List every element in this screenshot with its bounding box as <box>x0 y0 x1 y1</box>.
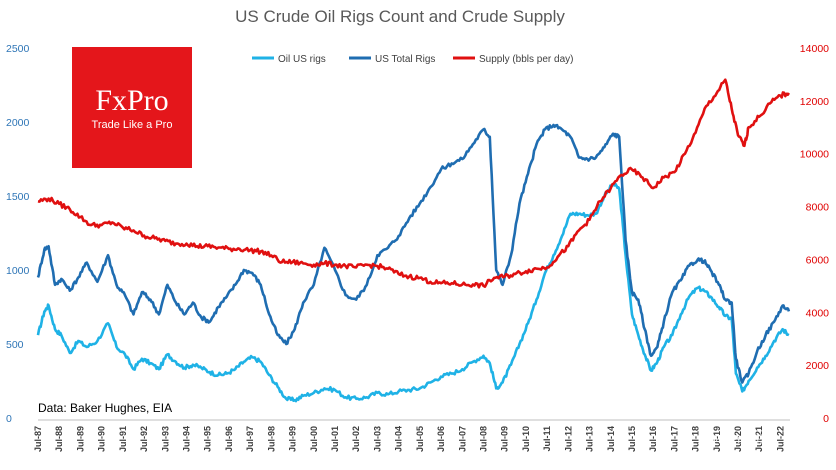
x-tick-label: Jul-16 <box>648 426 658 452</box>
x-tick-label: Jul-21 <box>754 426 764 452</box>
x-tick-label: Jul-93 <box>160 426 170 452</box>
x-tick-label: Jul-08 <box>478 426 488 452</box>
x-axis: Jul-87 Jul-88 Jul-89 Jul-90 Jul-91 Jul-92 Jul-… <box>33 419 790 452</box>
y-right-tick-label: 0 <box>823 413 829 425</box>
x-tick-label: Jul-87 <box>33 426 43 452</box>
logo-brand: FxPro <box>95 84 168 117</box>
x-tick-label: Jul-89 <box>75 426 85 452</box>
x-tick-label: Jul-14 <box>606 426 616 452</box>
x-tick-label: Jul-13 <box>585 426 595 452</box>
x-tick-label: Jul-11 <box>542 426 552 452</box>
x-tick-label: Jul-19 <box>712 426 722 452</box>
x-tick-label: Jul-04 <box>394 426 404 452</box>
y-right-tick-label: 8000 <box>806 202 830 214</box>
logo-background <box>72 47 192 168</box>
series-line-0 <box>36 182 790 403</box>
y-left-tick-label: 1000 <box>6 265 30 277</box>
x-tick-label: Jul-94 <box>181 426 191 452</box>
series-line-2 <box>37 78 790 289</box>
y-right-tick-label: 12000 <box>800 96 829 108</box>
y-axis-right: 0 2000 4000 6000 8000 10000 12000 14000 <box>800 43 829 425</box>
watermark: @FxPro浦汇 <box>707 433 770 446</box>
x-tick-label: Jul-18 <box>691 426 701 452</box>
x-tick-label: Jul-95 <box>203 426 213 452</box>
y-left-tick-label: 500 <box>6 339 24 351</box>
x-tick-label: Jul-97 <box>245 426 255 452</box>
x-tick-label: Jul-88 <box>54 426 64 452</box>
series-line-1 <box>36 123 791 384</box>
legend-label-oil-rigs: Oil US rigs <box>278 54 326 65</box>
legend: Oil US rigs US Total Rigs Supply (bbls p… <box>252 54 574 65</box>
y-right-tick-label: 10000 <box>800 149 829 161</box>
y-left-tick-label: 1500 <box>6 191 30 203</box>
x-tick-label: Jul-90 <box>97 426 107 452</box>
x-tick-label: Jul-05 <box>415 426 425 452</box>
fxpro-logo: FxPro Trade Like a Pro <box>72 47 192 168</box>
series-lines <box>36 78 791 403</box>
x-tick-label: Jul-15 <box>627 426 637 452</box>
y-right-tick-label: 4000 <box>806 307 830 319</box>
y-right-tick-label: 2000 <box>806 360 830 372</box>
x-tick-label: Jul-10 <box>521 426 531 452</box>
x-tick-label: Jul-07 <box>457 426 467 452</box>
x-tick-label: Jul-17 <box>669 426 679 452</box>
source-note: Data: Baker Hughes, EIA <box>38 401 172 415</box>
logo-tagline: Trade Like a Pro <box>92 119 173 131</box>
x-tick-label: Jul-02 <box>351 426 361 452</box>
y-left-tick-label: 2000 <box>6 117 30 129</box>
x-tick-label: Jul-03 <box>372 426 382 452</box>
x-tick-label: Jul-09 <box>500 426 510 452</box>
x-tick-label: Jul-12 <box>563 426 573 452</box>
y-left-tick-label: 2500 <box>6 43 30 55</box>
x-tick-label: Jul-20 <box>733 426 743 452</box>
x-tick-label: Jul-99 <box>288 426 298 452</box>
x-tick-label: Jul-01 <box>330 426 340 452</box>
x-tick-label: Jul-00 <box>309 426 319 452</box>
legend-label-supply: Supply (bbls per day) <box>479 54 574 65</box>
y-left-tick-label: 0 <box>6 413 12 425</box>
y-right-tick-label: 6000 <box>806 254 830 266</box>
y-right-tick-label: 14000 <box>800 43 829 55</box>
legend-label-total-rigs: US Total Rigs <box>375 54 435 65</box>
chart-title: US Crude Oil Rigs Count and Crude Supply <box>235 7 565 26</box>
x-tick-label: Jul-98 <box>266 426 276 452</box>
y-axis-left: 0 500 1000 1500 2000 2500 <box>6 43 30 425</box>
x-tick-label: Jul-92 <box>139 426 149 452</box>
x-tick-label: Jul-91 <box>118 426 128 452</box>
x-tick-label: Jul-06 <box>436 426 446 452</box>
x-tick-label: Jul-22 <box>775 426 785 452</box>
x-tick-label: Jul-96 <box>224 426 234 452</box>
